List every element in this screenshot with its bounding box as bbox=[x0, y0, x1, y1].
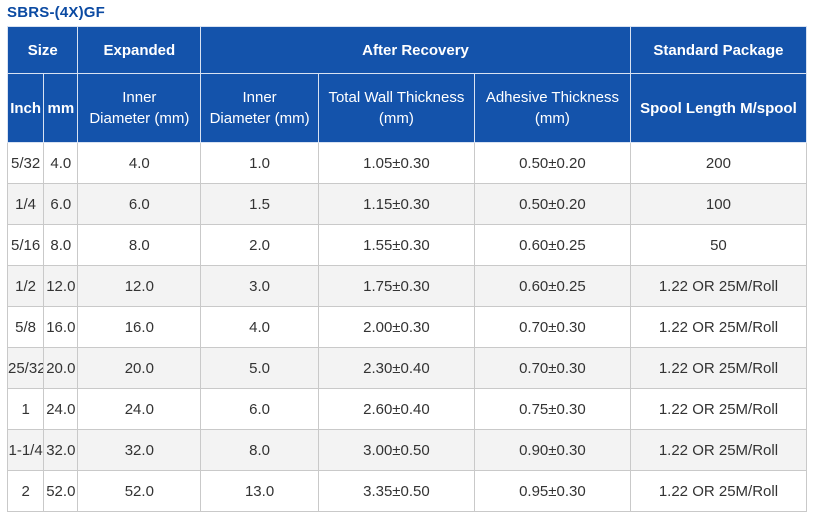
cell-total-wall-thickness: 2.30±0.40 bbox=[317, 347, 475, 389]
cell-total-wall-thickness: 3.00±0.50 bbox=[317, 429, 475, 471]
cell-expanded-inner-diameter: 12.0 bbox=[77, 265, 202, 307]
header-row-groups: Size Expanded After Recovery Standard Pa… bbox=[6, 26, 808, 74]
header-spool-length: Spool Length M/spool bbox=[629, 73, 808, 143]
cell-inch: 5/32 bbox=[6, 142, 45, 184]
table-row: 1/4 6.0 6.0 1.5 1.15±0.30 0.50±0.20 100 bbox=[6, 183, 808, 225]
header-expanded-inner-line2: Diameter (mm) bbox=[89, 110, 190, 127]
cell-adhesive-thickness: 0.90±0.30 bbox=[473, 429, 631, 471]
cell-inch: 25/32 bbox=[6, 347, 45, 389]
table-row: 2 52.0 52.0 13.0 3.35±0.50 0.95±0.30 1.2… bbox=[6, 470, 808, 512]
cell-total-wall-thickness: 1.05±0.30 bbox=[317, 142, 475, 184]
header-inch: Inch bbox=[6, 73, 45, 143]
cell-total-wall-thickness: 2.60±0.40 bbox=[317, 388, 475, 430]
header-standard-package: Standard Package bbox=[629, 26, 808, 74]
header-recovered-inner-line1: Inner bbox=[242, 89, 277, 106]
header-adhesive-line1: Adhesive Thickness bbox=[485, 89, 619, 106]
cell-recovered-inner-diameter: 3.0 bbox=[200, 265, 319, 307]
cell-expanded-inner-diameter: 4.0 bbox=[77, 142, 202, 184]
cell-adhesive-thickness: 0.75±0.30 bbox=[473, 388, 631, 430]
header-wall-line2: (mm) bbox=[378, 110, 414, 127]
cell-inch: 1/4 bbox=[6, 183, 45, 225]
cell-expanded-inner-diameter: 16.0 bbox=[77, 306, 202, 348]
cell-recovered-inner-diameter: 2.0 bbox=[200, 224, 319, 266]
cell-mm: 32.0 bbox=[43, 429, 79, 471]
cell-mm: 6.0 bbox=[43, 183, 79, 225]
cell-adhesive-thickness: 0.50±0.20 bbox=[473, 142, 631, 184]
cell-adhesive-thickness: 0.60±0.25 bbox=[473, 224, 631, 266]
table-row: 5/32 4.0 4.0 1.0 1.05±0.30 0.50±0.20 200 bbox=[6, 142, 808, 184]
header-size: Size bbox=[6, 26, 79, 74]
cell-recovered-inner-diameter: 6.0 bbox=[200, 388, 319, 430]
header-row-columns: Inch mm Inner Diameter (mm) Inner Diamet… bbox=[6, 73, 808, 143]
header-recovered-inner-diameter: Inner Diameter (mm) bbox=[200, 73, 319, 143]
header-adhesive-thickness: Adhesive Thickness (mm) bbox=[473, 73, 631, 143]
cell-expanded-inner-diameter: 20.0 bbox=[77, 347, 202, 389]
cell-recovered-inner-diameter: 5.0 bbox=[200, 347, 319, 389]
cell-spool-length: 50 bbox=[629, 224, 808, 266]
cell-mm: 12.0 bbox=[43, 265, 79, 307]
header-total-wall-thickness: Total Wall Thickness (mm) bbox=[317, 73, 475, 143]
cell-mm: 4.0 bbox=[43, 142, 79, 184]
cell-spool-length: 1.22 OR 25M/Roll bbox=[629, 470, 808, 512]
cell-adhesive-thickness: 0.60±0.25 bbox=[473, 265, 631, 307]
cell-recovered-inner-diameter: 1.5 bbox=[200, 183, 319, 225]
table-row: 5/8 16.0 16.0 4.0 2.00±0.30 0.70±0.30 1.… bbox=[6, 306, 808, 348]
cell-spool-length: 100 bbox=[629, 183, 808, 225]
header-after-recovery: After Recovery bbox=[200, 26, 631, 74]
header-expanded-inner-line1: Inner bbox=[122, 89, 157, 106]
cell-recovered-inner-diameter: 13.0 bbox=[200, 470, 319, 512]
cell-mm: 8.0 bbox=[43, 224, 79, 266]
cell-inch: 5/16 bbox=[6, 224, 45, 266]
cell-mm: 24.0 bbox=[43, 388, 79, 430]
cell-inch: 1 bbox=[6, 388, 45, 430]
cell-adhesive-thickness: 0.70±0.30 bbox=[473, 347, 631, 389]
header-mm: mm bbox=[43, 73, 79, 143]
header-recovered-inner-line2: Diameter (mm) bbox=[209, 110, 310, 127]
cell-inch: 5/8 bbox=[6, 306, 45, 348]
table-row: 1 24.0 24.0 6.0 2.60±0.40 0.75±0.30 1.22… bbox=[6, 388, 808, 430]
header-wall-line1: Total Wall Thickness bbox=[328, 89, 465, 106]
cell-spool-length: 1.22 OR 25M/Roll bbox=[629, 388, 808, 430]
header-adhesive-line2: (mm) bbox=[534, 110, 570, 127]
cell-inch: 1/2 bbox=[6, 265, 45, 307]
cell-spool-length: 1.22 OR 25M/Roll bbox=[629, 347, 808, 389]
cell-total-wall-thickness: 3.35±0.50 bbox=[317, 470, 475, 512]
cell-adhesive-thickness: 0.95±0.30 bbox=[473, 470, 631, 512]
spec-table: Size Expanded After Recovery Standard Pa… bbox=[6, 26, 808, 512]
table-row: 5/16 8.0 8.0 2.0 1.55±0.30 0.60±0.25 50 bbox=[6, 224, 808, 266]
cell-expanded-inner-diameter: 52.0 bbox=[77, 470, 202, 512]
table-row: 25/32 20.0 20.0 5.0 2.30±0.40 0.70±0.30 … bbox=[6, 347, 808, 389]
cell-expanded-inner-diameter: 32.0 bbox=[77, 429, 202, 471]
cell-total-wall-thickness: 2.00±0.30 bbox=[317, 306, 475, 348]
cell-spool-length: 1.22 OR 25M/Roll bbox=[629, 265, 808, 307]
table-row: 1/2 12.0 12.0 3.0 1.75±0.30 0.60±0.25 1.… bbox=[6, 265, 808, 307]
cell-spool-length: 200 bbox=[629, 142, 808, 184]
cell-adhesive-thickness: 0.70±0.30 bbox=[473, 306, 631, 348]
page-title: SBRS-(4X)GF bbox=[7, 4, 106, 21]
cell-inch: 2 bbox=[6, 470, 45, 512]
cell-expanded-inner-diameter: 24.0 bbox=[77, 388, 202, 430]
cell-adhesive-thickness: 0.50±0.20 bbox=[473, 183, 631, 225]
cell-mm: 20.0 bbox=[43, 347, 79, 389]
cell-spool-length: 1.22 OR 25M/Roll bbox=[629, 429, 808, 471]
cell-inch: 1-1/4 bbox=[6, 429, 45, 471]
cell-total-wall-thickness: 1.75±0.30 bbox=[317, 265, 475, 307]
cell-spool-length: 1.22 OR 25M/Roll bbox=[629, 306, 808, 348]
cell-recovered-inner-diameter: 4.0 bbox=[200, 306, 319, 348]
cell-expanded-inner-diameter: 8.0 bbox=[77, 224, 202, 266]
header-expanded: Expanded bbox=[77, 26, 202, 74]
cell-total-wall-thickness: 1.15±0.30 bbox=[317, 183, 475, 225]
cell-expanded-inner-diameter: 6.0 bbox=[77, 183, 202, 225]
cell-recovered-inner-diameter: 1.0 bbox=[200, 142, 319, 184]
cell-mm: 52.0 bbox=[43, 470, 79, 512]
cell-total-wall-thickness: 1.55±0.30 bbox=[317, 224, 475, 266]
cell-recovered-inner-diameter: 8.0 bbox=[200, 429, 319, 471]
cell-mm: 16.0 bbox=[43, 306, 79, 348]
header-expanded-inner-diameter: Inner Diameter (mm) bbox=[77, 73, 202, 143]
table-row: 1-1/4 32.0 32.0 8.0 3.00±0.50 0.90±0.30 … bbox=[6, 429, 808, 471]
